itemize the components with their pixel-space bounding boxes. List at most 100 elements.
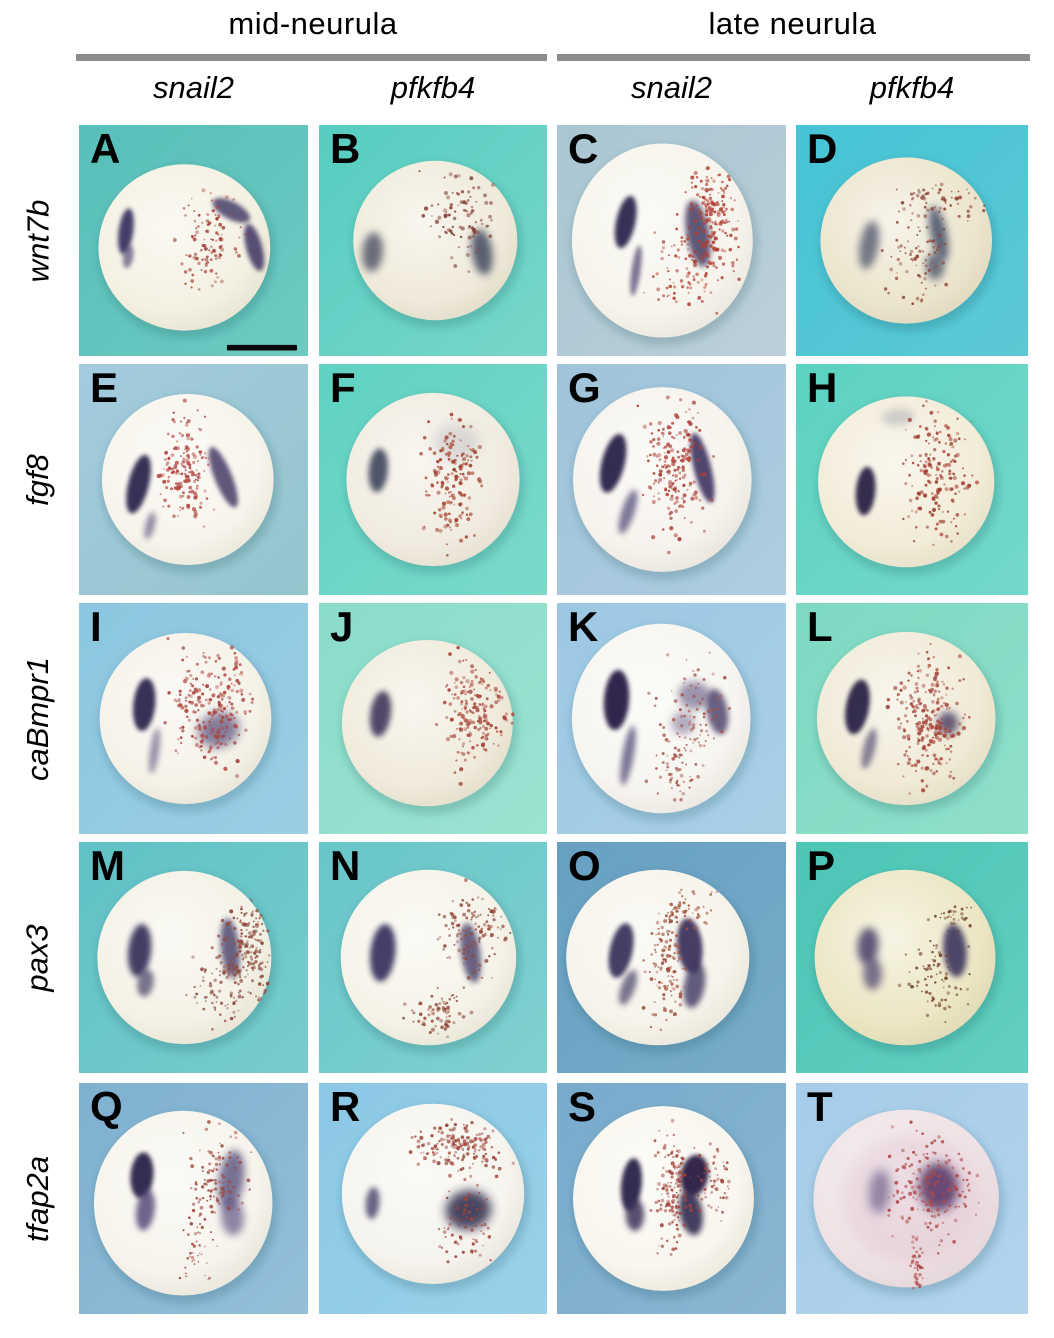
lineage-tracer-dots — [636, 395, 715, 555]
panel-L: L — [796, 603, 1028, 834]
panel-letter: N — [330, 842, 361, 889]
expression-stains — [845, 643, 971, 795]
embryo-photo-M — [79, 842, 308, 1073]
lineage-tracer-dots — [647, 651, 731, 757]
lineage-tracer-dots — [668, 888, 719, 930]
panel-letter: Q — [90, 1083, 123, 1130]
lineage-tracer-dots — [909, 1235, 924, 1290]
lineage-tracer-dots — [649, 1118, 693, 1256]
lineage-tracer-dots — [436, 878, 512, 980]
embryo-body — [341, 1103, 525, 1284]
lineage-tracer-dots — [185, 937, 237, 1031]
panel-B: B — [319, 125, 547, 356]
stage-header-late-neurula: late neurula — [708, 6, 877, 41]
embryo-body — [573, 387, 752, 572]
panel-G: G — [557, 364, 786, 595]
expression-stains — [855, 395, 979, 547]
embryo-photo-D — [796, 125, 1028, 356]
lineage-tracer-dots — [689, 1142, 731, 1222]
embryo-body — [820, 157, 993, 324]
panel-Q: Q — [79, 1083, 308, 1314]
lineage-tracer-dots — [644, 737, 705, 802]
panel-letter: M — [90, 842, 125, 889]
embryo-photo-F — [319, 364, 547, 595]
embryo-body — [353, 160, 518, 321]
panel-letter: S — [568, 1083, 597, 1130]
panel-letter: O — [568, 842, 601, 889]
column-header-snail2-late: snail2 — [631, 70, 712, 105]
panel-letter: H — [807, 364, 838, 411]
row-label-tfap2a: tfap2a — [20, 1155, 56, 1242]
expression-stains — [603, 651, 731, 802]
panel-J: J — [319, 603, 547, 834]
expression-stains — [859, 182, 986, 306]
lineage-tracer-dots — [885, 643, 971, 795]
row-label-pax3: pax3 — [19, 923, 55, 992]
embryo-photo-B — [319, 125, 547, 356]
lineage-tracer-dots — [419, 412, 484, 557]
lineage-tracer-dots — [178, 1216, 218, 1281]
expression-stains — [614, 166, 741, 315]
header-divider-right — [557, 54, 1030, 61]
embryo-photo-E — [79, 364, 308, 595]
panel-letter: L — [807, 603, 833, 650]
expression-stains — [130, 1120, 253, 1281]
expression-stains — [842, 1120, 982, 1290]
panel-letter: E — [90, 364, 119, 411]
panel-letter: P — [807, 842, 836, 889]
lineage-tracer-dots — [163, 637, 255, 778]
lineage-tracer-dots — [880, 212, 949, 306]
embryo-photo-O — [557, 842, 786, 1073]
scale-bar — [226, 344, 298, 351]
header-divider-left — [76, 54, 547, 61]
panel-P: P — [796, 842, 1028, 1073]
panel-N: N — [319, 842, 547, 1073]
embryo-photo-T — [796, 1083, 1028, 1314]
lineage-tracer-dots — [887, 1120, 980, 1255]
embryo-photo-I — [79, 603, 308, 834]
lineage-tracer-dots — [156, 398, 216, 528]
expression-stains — [126, 398, 238, 540]
embryo-photo-C — [557, 125, 786, 356]
embryo-body — [341, 639, 513, 807]
expression-stains — [362, 170, 495, 275]
panel-R: R — [319, 1083, 547, 1314]
lineage-tracer-dots — [641, 905, 689, 1032]
embryo-body — [340, 869, 517, 1046]
panel-letter: T — [807, 1083, 833, 1130]
panel-C: C — [557, 125, 786, 356]
expression-stains — [608, 888, 719, 1032]
panel-letter: D — [807, 125, 838, 172]
panel-O: O — [557, 842, 786, 1073]
lineage-tracer-dots — [895, 182, 986, 229]
panel-letter: B — [330, 125, 361, 172]
panel-letter: I — [90, 603, 102, 650]
row-label-fgf8: fgf8 — [20, 453, 55, 506]
panel-K: K — [557, 603, 786, 834]
embryo-body — [97, 870, 272, 1045]
lineage-tracer-dots — [437, 1183, 492, 1264]
embryo-photo-L — [796, 603, 1028, 834]
embryo-body — [93, 1110, 273, 1296]
embryo-body — [566, 869, 750, 1046]
expression-stains — [620, 1118, 731, 1256]
panel-letter: C — [568, 125, 599, 172]
panel-D: D — [796, 125, 1028, 356]
expression-stains — [368, 412, 484, 557]
lineage-tracer-dots — [408, 1117, 515, 1182]
row-label-wnt7b: wnt7b — [20, 199, 56, 282]
embryo-photo-J — [319, 603, 547, 834]
panel-letter: F — [330, 364, 356, 411]
expression-stains — [857, 905, 973, 1024]
embryo-photo-R — [319, 1083, 547, 1314]
expression-stains — [118, 188, 265, 291]
panel-H: H — [796, 364, 1028, 595]
panel-S: S — [557, 1083, 786, 1314]
panel-F: F — [319, 364, 547, 595]
panel-E: E — [79, 364, 308, 595]
panel-M: M — [79, 842, 308, 1073]
lineage-tracer-dots — [402, 986, 474, 1039]
embryo-body — [816, 631, 996, 806]
column-header-pfkfb4-mid: pfkfb4 — [390, 70, 476, 105]
